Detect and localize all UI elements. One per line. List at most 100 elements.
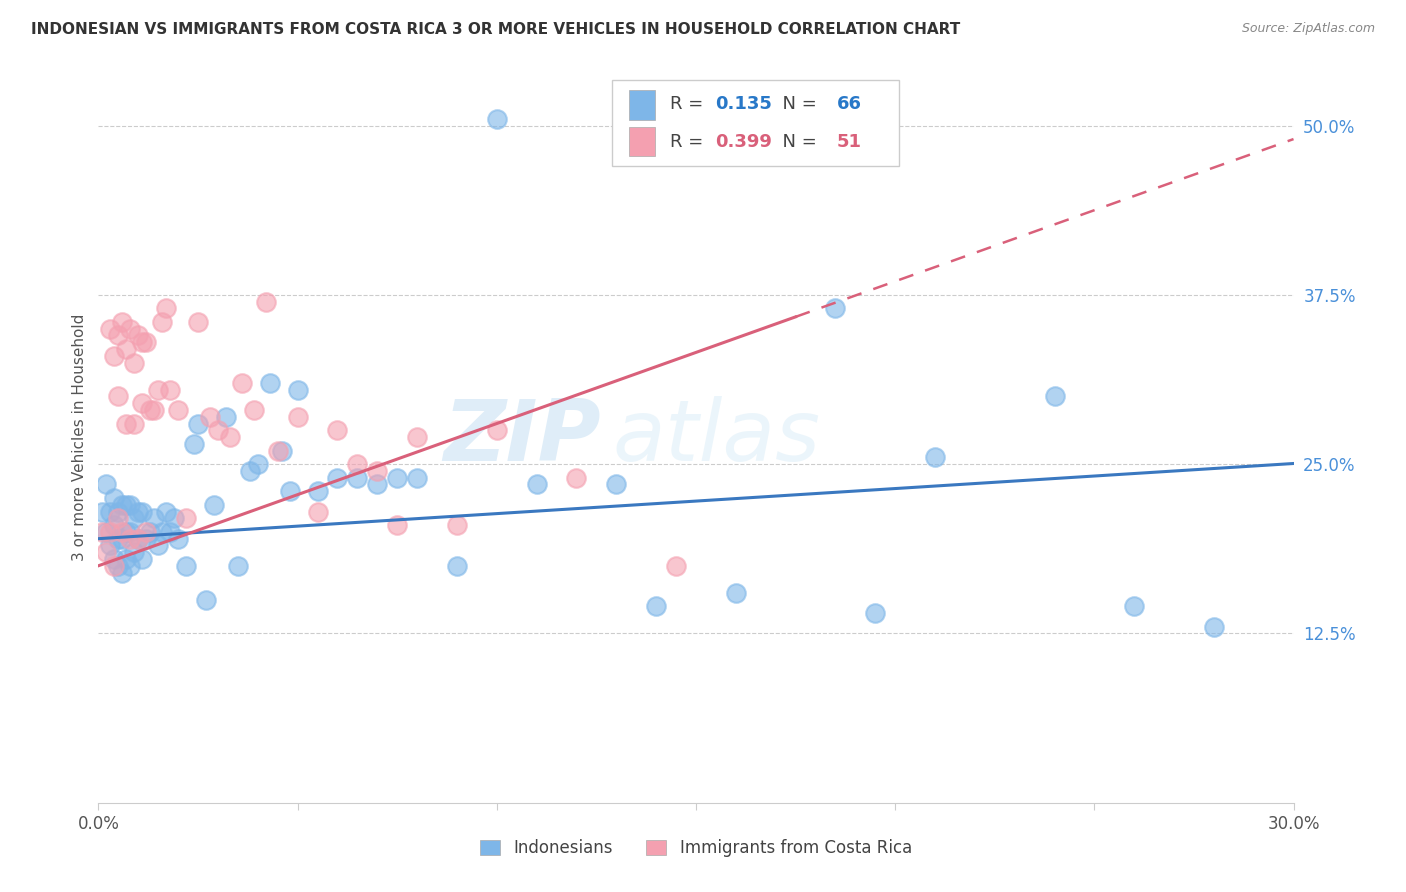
Point	[150, 524, 173, 539]
Point	[107, 328, 129, 343]
Point	[215, 409, 238, 424]
Point	[143, 511, 166, 525]
Point	[366, 464, 388, 478]
Point	[159, 383, 181, 397]
Point	[103, 552, 125, 566]
Point	[96, 545, 118, 559]
Point	[96, 477, 118, 491]
Point	[103, 558, 125, 573]
Point	[111, 498, 134, 512]
Point	[645, 599, 668, 614]
Bar	[613, 80, 900, 167]
Point	[1043, 389, 1066, 403]
Point	[107, 558, 129, 573]
Point	[98, 505, 122, 519]
Point	[96, 524, 118, 539]
Point	[120, 532, 142, 546]
Point	[187, 417, 209, 431]
Point	[120, 498, 142, 512]
Point	[1202, 620, 1225, 634]
Point	[254, 294, 277, 309]
Point	[307, 505, 329, 519]
Point	[115, 524, 138, 539]
Point	[120, 322, 142, 336]
Point	[148, 383, 170, 397]
Text: 0.135: 0.135	[716, 95, 772, 112]
Point	[287, 383, 309, 397]
Point	[98, 322, 122, 336]
Point	[115, 552, 138, 566]
Point	[139, 524, 162, 539]
Point	[183, 437, 205, 451]
Point	[346, 457, 368, 471]
Point	[127, 328, 149, 343]
Point	[163, 511, 186, 525]
Y-axis label: 3 or more Vehicles in Household: 3 or more Vehicles in Household	[72, 313, 87, 561]
Point	[446, 518, 468, 533]
Point	[207, 423, 229, 437]
Point	[120, 558, 142, 573]
Point	[111, 532, 134, 546]
Point	[111, 315, 134, 329]
Text: 66: 66	[837, 95, 862, 112]
Text: 0.399: 0.399	[716, 133, 772, 151]
Point	[174, 558, 197, 573]
Point	[148, 538, 170, 552]
Bar	[628, 90, 655, 120]
Point	[267, 443, 290, 458]
Point	[91, 524, 114, 539]
Point	[287, 409, 309, 424]
Point	[226, 558, 249, 573]
Point	[246, 457, 269, 471]
Point	[131, 396, 153, 410]
Point	[131, 505, 153, 519]
Point	[259, 376, 281, 390]
Point	[155, 505, 177, 519]
Text: INDONESIAN VS IMMIGRANTS FROM COSTA RICA 3 OR MORE VEHICLES IN HOUSEHOLD CORRELA: INDONESIAN VS IMMIGRANTS FROM COSTA RICA…	[31, 22, 960, 37]
Point	[526, 477, 548, 491]
Point	[98, 524, 122, 539]
Point	[865, 606, 887, 620]
Point	[307, 484, 329, 499]
Point	[107, 511, 129, 525]
Text: N =: N =	[772, 133, 823, 151]
Point	[565, 471, 588, 485]
Point	[406, 471, 429, 485]
Text: Source: ZipAtlas.com: Source: ZipAtlas.com	[1241, 22, 1375, 36]
Point	[131, 335, 153, 350]
Point	[1123, 599, 1146, 614]
Point	[270, 443, 292, 458]
Point	[385, 518, 409, 533]
Text: N =: N =	[772, 95, 823, 112]
Point	[107, 505, 129, 519]
Point	[195, 592, 218, 607]
Point	[124, 511, 146, 525]
Point	[326, 423, 349, 437]
Point	[103, 518, 125, 533]
Point	[219, 430, 242, 444]
Point	[239, 464, 262, 478]
Point	[143, 403, 166, 417]
Point	[385, 471, 409, 485]
Point	[202, 498, 225, 512]
Point	[124, 417, 146, 431]
Point	[107, 532, 129, 546]
Point	[924, 450, 946, 465]
Point	[139, 403, 162, 417]
Point	[605, 477, 627, 491]
Point	[120, 524, 142, 539]
Point	[198, 409, 221, 424]
Legend: Indonesians, Immigrants from Costa Rica: Indonesians, Immigrants from Costa Rica	[474, 832, 918, 864]
Point	[115, 417, 138, 431]
Text: 51: 51	[837, 133, 862, 151]
Point	[485, 112, 508, 126]
Text: ZIP: ZIP	[443, 395, 600, 479]
Point	[231, 376, 253, 390]
Point	[665, 558, 688, 573]
Point	[124, 355, 146, 369]
Point	[115, 342, 138, 356]
Text: R =: R =	[669, 133, 709, 151]
Point	[127, 532, 149, 546]
Point	[111, 566, 134, 580]
Point	[135, 524, 157, 539]
